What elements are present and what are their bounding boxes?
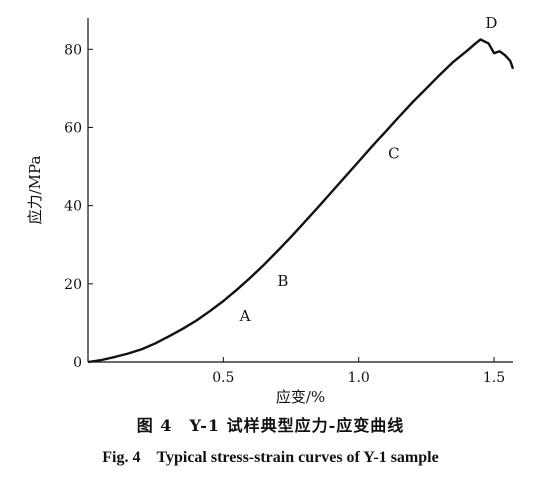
chart-annotations: A B C D bbox=[239, 14, 498, 325]
point-label-a: A bbox=[239, 307, 251, 325]
x-tick-label: 1.0 bbox=[348, 370, 370, 386]
chart-ticks: 0 20 40 60 80 0.5 1.0 1.5 bbox=[64, 42, 505, 386]
figure-caption-chinese: 图 4 Y-1 试样典型应力-应变曲线 bbox=[136, 416, 405, 435]
y-tick-label: 60 bbox=[64, 120, 82, 136]
y-tick-label: 0 bbox=[73, 355, 82, 371]
figure-caption-english: Fig. 4 Typical stress-strain curves of Y… bbox=[102, 449, 439, 466]
chart-series bbox=[87, 38, 515, 364]
stress-strain-chart: 0 20 40 60 80 0.5 1.0 1.5 A B C D 应变/% 应力/MPa bbox=[26, 14, 515, 406]
point-label-c: C bbox=[388, 145, 399, 163]
y-axis-title: 应力/MPa bbox=[26, 156, 44, 225]
y-tick-label: 40 bbox=[64, 199, 82, 215]
stress-strain-curve bbox=[87, 38, 515, 364]
y-tick-label: 80 bbox=[64, 42, 82, 58]
point-label-b: B bbox=[277, 272, 288, 290]
x-tick-label: 1.5 bbox=[483, 370, 505, 386]
x-axis-title: 应变/% bbox=[276, 388, 325, 406]
chart-axes bbox=[87, 18, 513, 363]
x-tick-label: 0.5 bbox=[212, 370, 234, 386]
point-label-d: D bbox=[485, 14, 497, 32]
y-tick-label: 20 bbox=[64, 277, 82, 293]
